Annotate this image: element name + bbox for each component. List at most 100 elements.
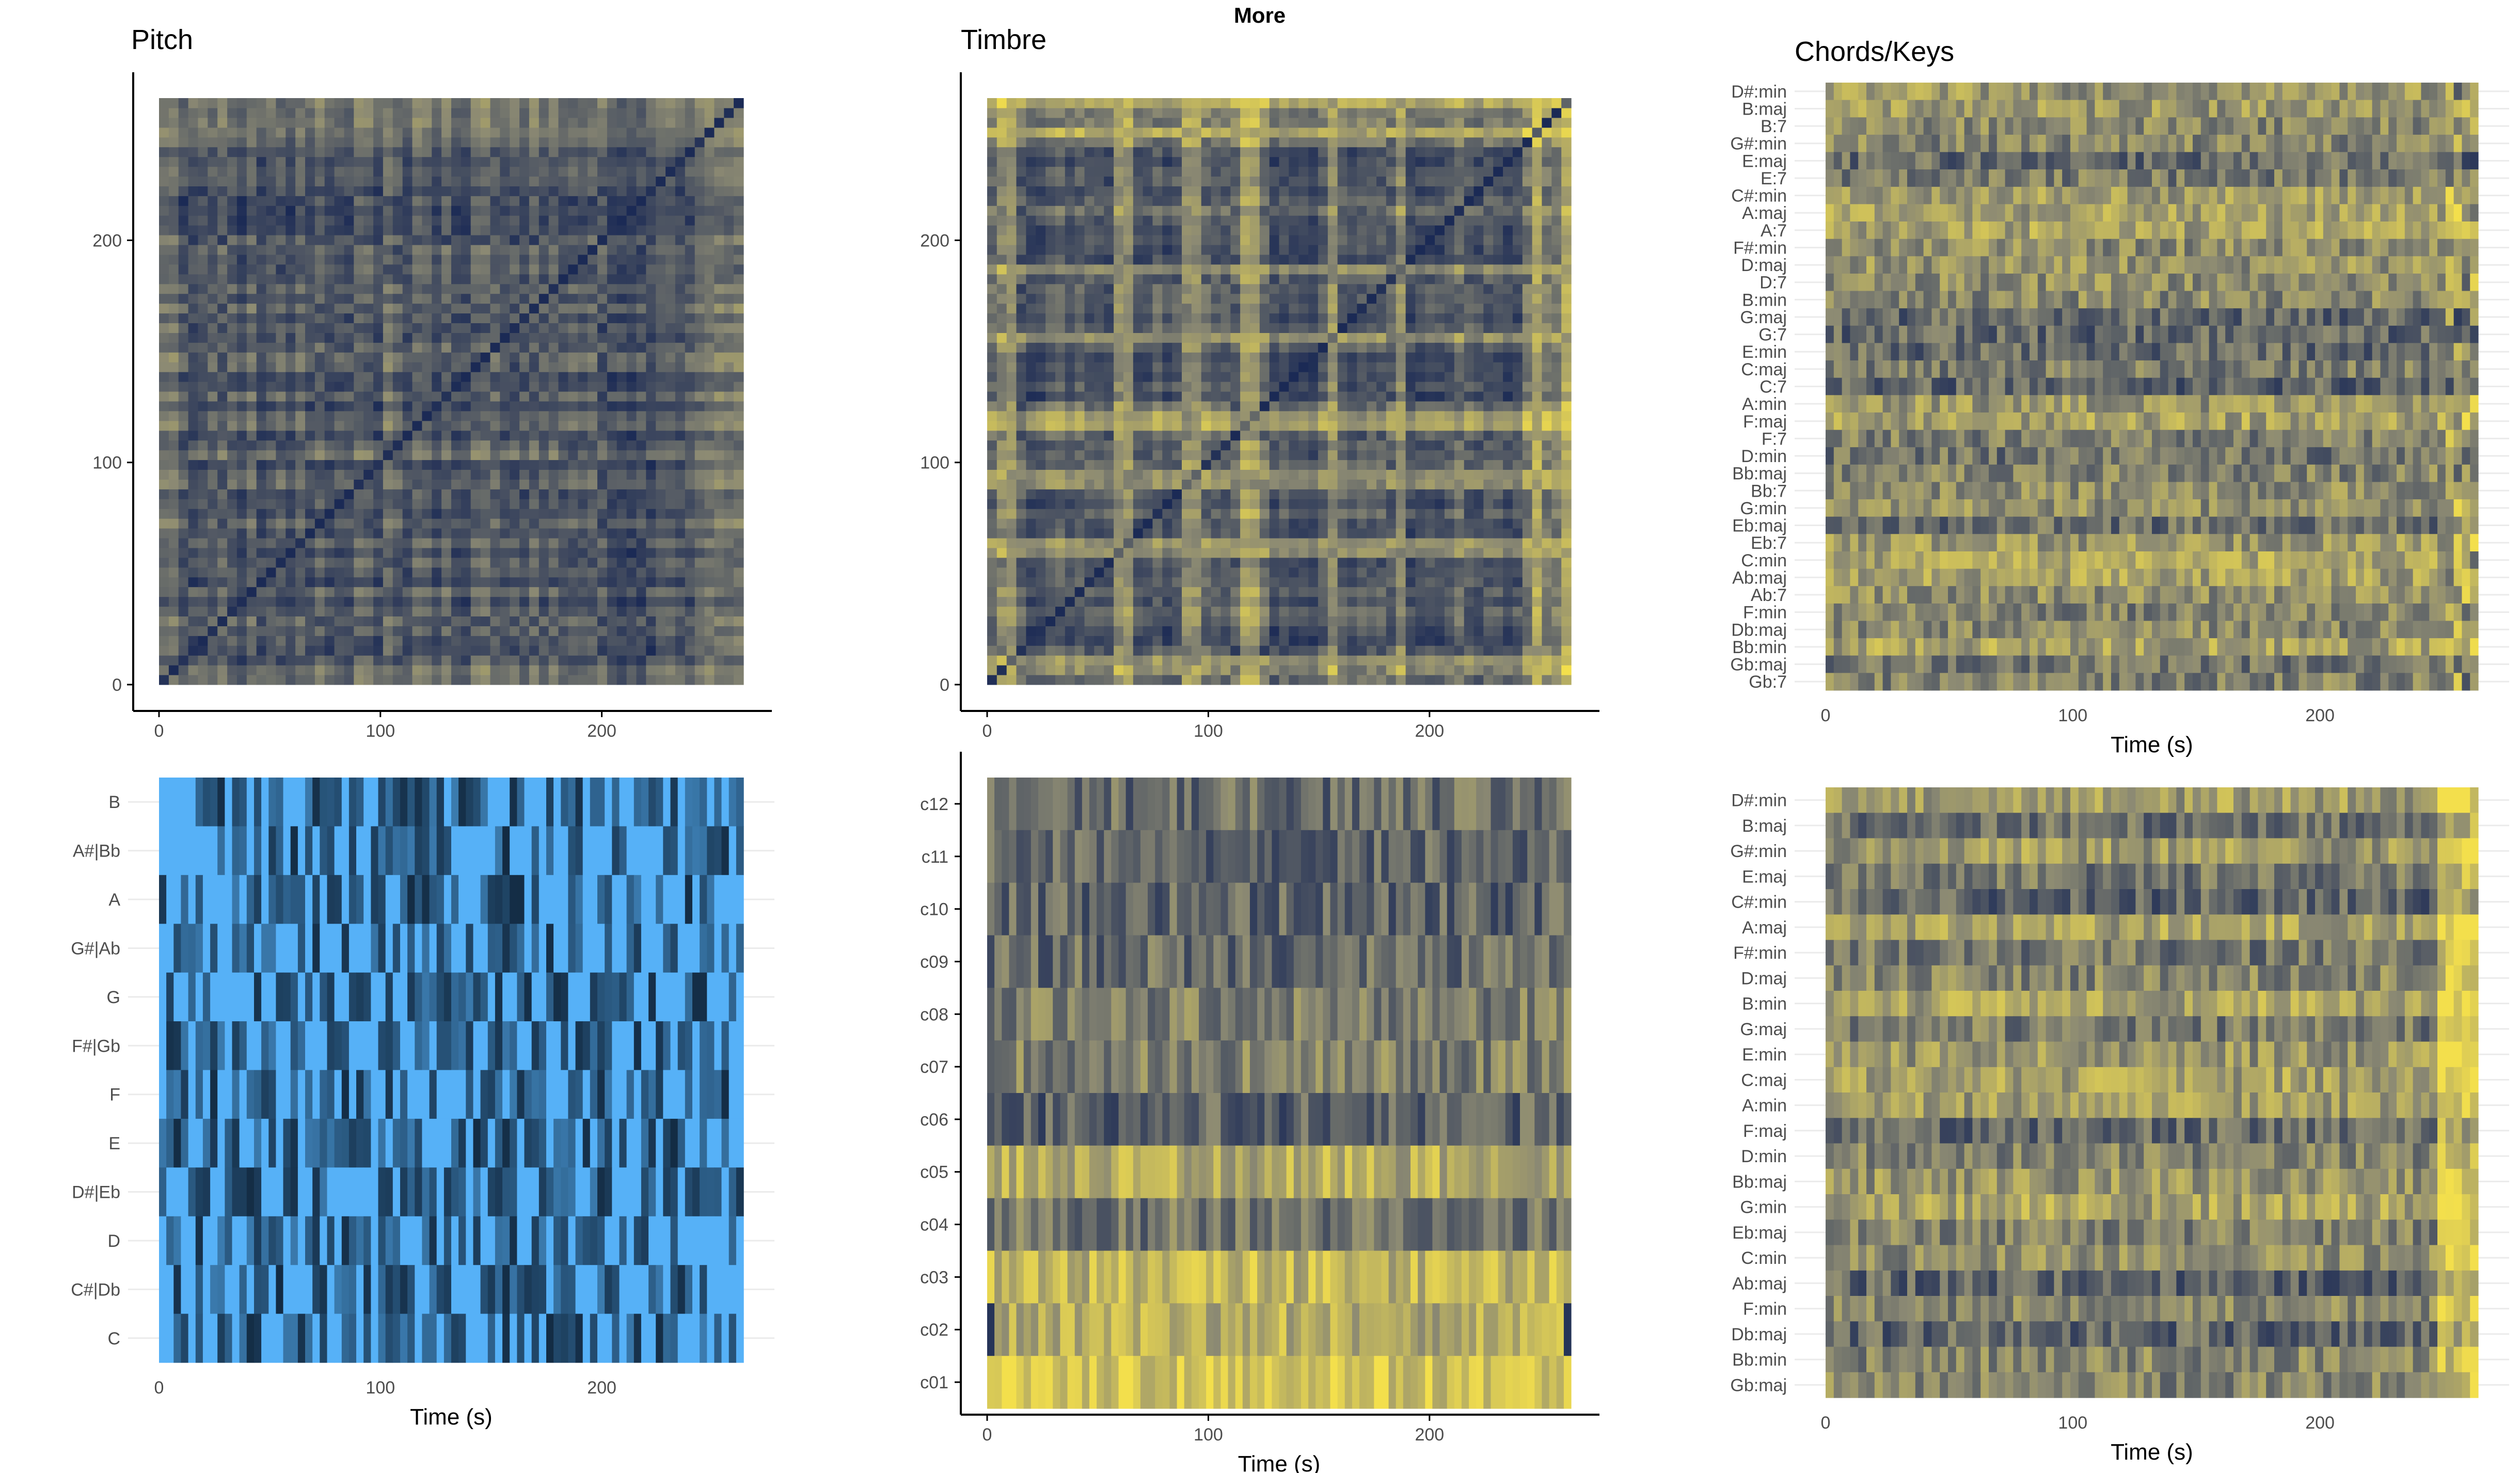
- pitch-ssm-cell: [695, 274, 705, 284]
- pitch-ssm-cell: [451, 108, 462, 118]
- pitch-ssm-cell: [617, 157, 627, 167]
- pitch-ssm-cell: [413, 450, 423, 461]
- pitch-ssm-cell: [286, 558, 296, 568]
- timbre-ssm-cell: [1114, 264, 1124, 275]
- pitch-ssm-cell: [413, 128, 423, 137]
- pitch-ssm-cell: [441, 177, 452, 187]
- timbre-ssm-cell: [1133, 665, 1144, 675]
- timbre-ssm-cell: [1201, 518, 1212, 529]
- timbre-ssm-cell: [1045, 645, 1056, 656]
- timbre-ssm-cell: [987, 528, 997, 538]
- pitch-ssm-cell: [724, 372, 734, 382]
- pitch-ssm-cell: [159, 157, 169, 167]
- timbre-ssm-cell: [1085, 421, 1095, 431]
- timbre-ssm-cell: [1036, 636, 1046, 646]
- pitch-ssm-cell: [607, 98, 617, 108]
- pitch-ssm-cell: [451, 567, 462, 578]
- pitch-ssm-cell: [549, 108, 559, 118]
- pitch-ssm-cell: [217, 147, 228, 157]
- pitch-ssm-cell: [559, 675, 569, 685]
- timbre-ssm-cell: [1017, 489, 1027, 499]
- timbre-ssm-cell: [1143, 186, 1153, 196]
- pitch-ssm-cell: [169, 382, 179, 392]
- pitch-ssm-cell: [325, 157, 335, 167]
- pitch-ssm-cell: [529, 274, 540, 284]
- pitch-ssm-cell: [627, 205, 637, 216]
- timbre-ssm-cell: [1201, 255, 1212, 265]
- pitch-ssm-cell: [695, 577, 705, 588]
- timbre-ssm-cell: [1114, 196, 1124, 206]
- pitch-ssm-cell: [276, 665, 286, 675]
- pitch-ssm-cell: [578, 225, 588, 235]
- pitch-ssm-cell: [637, 499, 647, 509]
- timbre-ssm-cell: [1007, 645, 1017, 656]
- timbre-ssm-cell: [1123, 332, 1134, 343]
- pitch-ssm-cell: [325, 577, 335, 588]
- pitch-ssm-cell: [266, 548, 277, 558]
- pitch-ssm-cell: [198, 137, 209, 148]
- timbre-ssm-cell: [1055, 294, 1066, 304]
- timbre-ssm-cell: [997, 431, 1007, 441]
- timbre-ssm-cell: [1143, 655, 1153, 666]
- pitch-ssm-cell: [637, 489, 647, 499]
- pitch-ssm-cell: [597, 431, 608, 441]
- pitch-ssm-cell: [734, 323, 744, 334]
- pitch-ssm-cell: [315, 401, 325, 411]
- timbre-ssm-cell: [1162, 655, 1172, 666]
- pitch-ssm-cell: [257, 372, 267, 382]
- pitch-ssm-cell: [286, 460, 296, 470]
- timbre-ssm-cell: [1114, 470, 1124, 480]
- pitch-ssm-cell: [286, 538, 296, 548]
- pitch-ssm-cell: [188, 391, 199, 402]
- pitch-ssm-cell: [208, 636, 218, 646]
- timbre-ssm-cell: [1201, 431, 1212, 441]
- pitch-ssm-cell: [295, 372, 306, 382]
- pitch-ssm-cell: [529, 489, 540, 499]
- timbre-ssm-cell: [1075, 332, 1085, 343]
- pitch-ssm-cell: [257, 645, 267, 656]
- pitch-ssm-cell: [198, 470, 209, 480]
- pitch-ssm-cell: [734, 489, 744, 499]
- pitch-ssm-cell: [344, 499, 355, 509]
- timbre-ssm-cell: [1045, 342, 1056, 353]
- timbre-ssm-cell: [1123, 636, 1134, 646]
- pitch-ssm-cell: [646, 577, 656, 588]
- timbre-ssm-panel: 01002000 100 200Timbre: [920, 24, 1599, 741]
- pitch-ssm-cell: [529, 167, 540, 177]
- pitch-ssm-cell: [286, 528, 296, 538]
- pitch-ssm-cell: [714, 284, 724, 294]
- pitch-ssm-cell: [519, 655, 530, 666]
- pitch-ssm-cell: [403, 567, 413, 578]
- timbre-ssm-cell: [1026, 489, 1036, 499]
- pitch-ssm-cell: [227, 352, 237, 362]
- timbre-ssm-cell: [987, 538, 997, 548]
- pitch-ssm-cell: [714, 137, 724, 148]
- pitch-ssm-cell: [588, 225, 598, 235]
- pitch-ssm-cell: [257, 518, 267, 529]
- pitch-ssm-cell: [597, 167, 608, 177]
- pitch-ssm-cell: [617, 479, 627, 489]
- pitch-ssm-cell: [724, 284, 734, 294]
- pitch-ssm-cell: [305, 636, 315, 646]
- pitch-ssm-cell: [627, 352, 637, 362]
- pitch-ssm-cell: [461, 284, 471, 294]
- pitch-ssm-cell: [286, 431, 296, 441]
- pitch-ssm-cell: [510, 313, 520, 324]
- pitch-ssm-cell: [539, 587, 549, 597]
- pitch-ssm-cell: [354, 577, 364, 588]
- timbre-ssm-cell: [1162, 294, 1172, 304]
- pitch-ssm-cell: [646, 352, 656, 362]
- pitch-ssm-cell: [588, 177, 598, 187]
- pitch-ssm-cell: [237, 137, 247, 148]
- pitch-ssm-cell: [286, 675, 296, 685]
- pitch-ssm-cell: [637, 245, 647, 255]
- pitch-ssm-cell: [559, 509, 569, 519]
- timbre-ssm-cell: [1007, 499, 1017, 509]
- pitch-ssm-cell: [276, 352, 286, 362]
- pitch-ssm-cell: [559, 548, 569, 558]
- pitch-ssm-cell: [169, 304, 179, 314]
- timbre-ssm-cell: [1152, 499, 1163, 509]
- pitch-ssm-cell: [471, 479, 481, 489]
- pitch-ssm-cell: [354, 597, 364, 607]
- pitch-ssm-cell: [257, 597, 267, 607]
